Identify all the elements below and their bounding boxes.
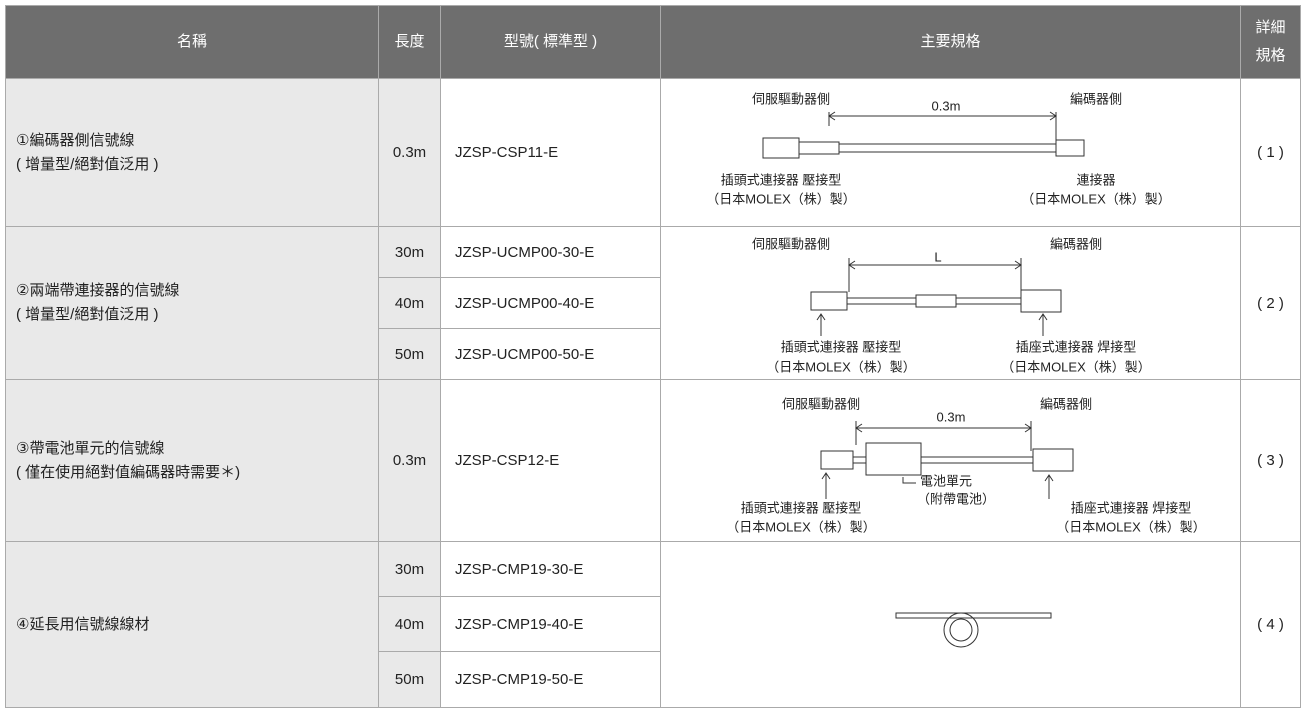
battery-unit (865, 442, 922, 475)
label: 伺服驅動器側 (782, 396, 860, 411)
cable (853, 456, 1033, 463)
label: （日本MOLEX（株）製） (766, 359, 916, 374)
name-line: ①編碼器側信號線 (16, 131, 135, 149)
header-line: 規格 (1255, 47, 1286, 64)
cable-coil (895, 612, 1052, 647)
dimension (848, 257, 1022, 292)
label: 0.3m (932, 98, 961, 113)
label: （日本MOLEX（株）製） (1056, 519, 1206, 534)
name-cell: ③帶電池單元的信號線 ( 僅在使用絕對值編碼器時需要＊) (5, 379, 379, 542)
pointer (902, 476, 916, 483)
label: 插座式連接器 焊接型 (1016, 339, 1137, 354)
cable-diagram: 伺服驅動器側 0.3m 編碼器側 電池單元 （附帶電池） 插頭式連接器 壓接型 … (726, 396, 1206, 534)
length-cell: 50m (378, 651, 441, 708)
label: 電池單元 (920, 473, 972, 488)
label: 伺服驅動器側 (752, 91, 830, 106)
detail-cell: ( 4 ) (1240, 541, 1301, 708)
row: 50m JZSP-CMP19-50-E (6, 651, 1301, 708)
name-line: ( 增量型/絕對值泛用 ) (16, 155, 159, 173)
model-cell: JZSP-CMP19-30-E (440, 541, 661, 597)
row: 50m JZSP-UCMP00-50-E (6, 328, 1301, 380)
label: 0.3m (937, 409, 966, 424)
label: 插頭式連接器 壓接型 (741, 500, 862, 515)
detail-cell: ( 2 ) (1240, 226, 1301, 380)
connector (1020, 289, 1062, 312)
model-cell: JZSP-CMP19-50-E (440, 651, 661, 708)
pointer (821, 471, 1054, 499)
label: 編碼器側 (1050, 236, 1102, 251)
cable-table: 名稱 長度 型號( 標準型 ) 主要規格 詳細規格 ①編碼器側信號線 ( 增量型/… (5, 5, 1301, 708)
model-cell: JZSP-UCMP00-50-E (440, 328, 661, 380)
header-line: 詳細 (1255, 19, 1286, 36)
label: 編碼器側 (1070, 91, 1122, 106)
spec-cell: 伺服驅動器側 0.3m 編碼器側 電池單元 （附帶電池） 插頭式連接器 壓接型 … (660, 379, 1241, 542)
length-cell: 30m (378, 541, 441, 597)
model-cell: JZSP-CMP19-40-E (440, 596, 661, 652)
spec-cell: 伺服驅動器側 0.3m 編碼器側 插頭式連接器 壓接型 （日本MOLEX（株）製… (660, 78, 1241, 227)
pointer (816, 312, 1048, 336)
header-cell: 長度 (378, 5, 441, 79)
name-cell: ④延長用信號線線材 (5, 541, 379, 708)
cable (839, 143, 1056, 152)
dimension (855, 420, 1032, 451)
name-line: ( 僅在使用絕對值編碼器時需要＊) (16, 463, 241, 481)
model-cell: JZSP-CSP12-E (440, 379, 661, 542)
model-cell: JZSP-CSP11-E (440, 78, 661, 227)
model-cell: JZSP-UCMP00-30-E (440, 226, 661, 278)
label: （日本MOLEX（株）製） (1021, 191, 1171, 206)
label: 伺服驅動器側 (752, 236, 830, 251)
label: （日本MOLEX（株）製） (706, 191, 856, 206)
length-cell: 50m (378, 328, 441, 380)
label: （附帶電池） (917, 491, 995, 506)
connector (1032, 448, 1074, 471)
name-cell: ②兩端帶連接器的信號線 ( 增量型/絕對值泛用 ) (5, 226, 379, 380)
sleeve (798, 141, 840, 154)
label: L (934, 249, 941, 264)
header-cell: 名稱 (5, 5, 379, 79)
row: ④延長用信號線線材 30m JZSP-CMP19-30-E ( 4 ) (5, 541, 1301, 708)
spec-cell: 伺服驅動器側 L 編碼器側 插頭式連接器 壓接型 （日本MOLEX（株）製） 插… (660, 226, 1241, 380)
label: 插頭式連接器 壓接型 (781, 339, 902, 354)
connector (1055, 139, 1085, 156)
label: 插座式連接器 焊接型 (1071, 500, 1192, 515)
length-cell: 30m (378, 226, 441, 278)
dimension (828, 111, 1057, 140)
header-row: 名稱 長度 型號( 標準型 ) 主要規格 詳細規格 (5, 5, 1301, 79)
row: ①編碼器側信號線( 增量型/絕對值泛用 ) 0.3m JZSP-CSP11-E … (5, 78, 1301, 227)
name-line: ②兩端帶連接器的信號線 (16, 282, 180, 299)
label: 插頭式連接器 壓接型 (721, 172, 842, 187)
length-cell: 40m (378, 596, 441, 652)
length-cell: 0.3m (378, 78, 441, 227)
label: 編碼器側 (1040, 396, 1092, 411)
label: （日本MOLEX（株）製） (726, 519, 876, 534)
spec-cell (660, 541, 1241, 708)
model-cell: JZSP-UCMP00-40-E (440, 277, 661, 329)
header-cell: 型號( 標準型 ) (440, 5, 661, 79)
sleeve (915, 294, 957, 307)
connector (810, 291, 848, 310)
name-cell: ①編碼器側信號線 ( 增量型/絕對值泛用 ) (5, 78, 379, 227)
detail-cell: ( 1 ) (1240, 78, 1301, 227)
row: ②兩端帶連接器的信號線 ( 增量型/絕對值泛用 ) 30m JZSP-UCMP00… (5, 226, 1301, 380)
header-cell: 詳細 規格 (1240, 5, 1301, 79)
label: （日本MOLEX（株）製） (1001, 359, 1151, 374)
detail-cell: ( 3 ) (1240, 379, 1301, 542)
cable-diagram: 伺服驅動器側 0.3m 編碼器側 插頭式連接器 壓接型 （日本MOLEX（株）製… (706, 91, 1171, 206)
coil (949, 618, 973, 641)
cable-diagram: 伺服驅動器側 L 編碼器側 插頭式連接器 壓接型 （日本MOLEX（株）製） 插… (752, 236, 1151, 374)
coil (943, 612, 979, 647)
name-line: ③帶電池單元的信號線 (16, 439, 165, 457)
length-cell: 40m (378, 277, 441, 329)
cable (895, 612, 1052, 618)
row: 40m JZSP-CMP19-40-E (6, 596, 1301, 652)
header-cell: 主要規格 (660, 5, 1241, 79)
length-cell: 0.3m (378, 379, 441, 542)
connector (762, 137, 800, 158)
connector (820, 450, 854, 469)
name-line: ( 增量型/絕對值泛用 ) (16, 306, 159, 323)
label: 連接器 (1076, 172, 1115, 187)
name-line: ④延長用信號線線材 (16, 615, 150, 633)
row: ③帶電池單元的信號線 ( 僅在使用絕對值編碼器時需要＊) 0.3m JZSP-CS… (5, 379, 1301, 542)
